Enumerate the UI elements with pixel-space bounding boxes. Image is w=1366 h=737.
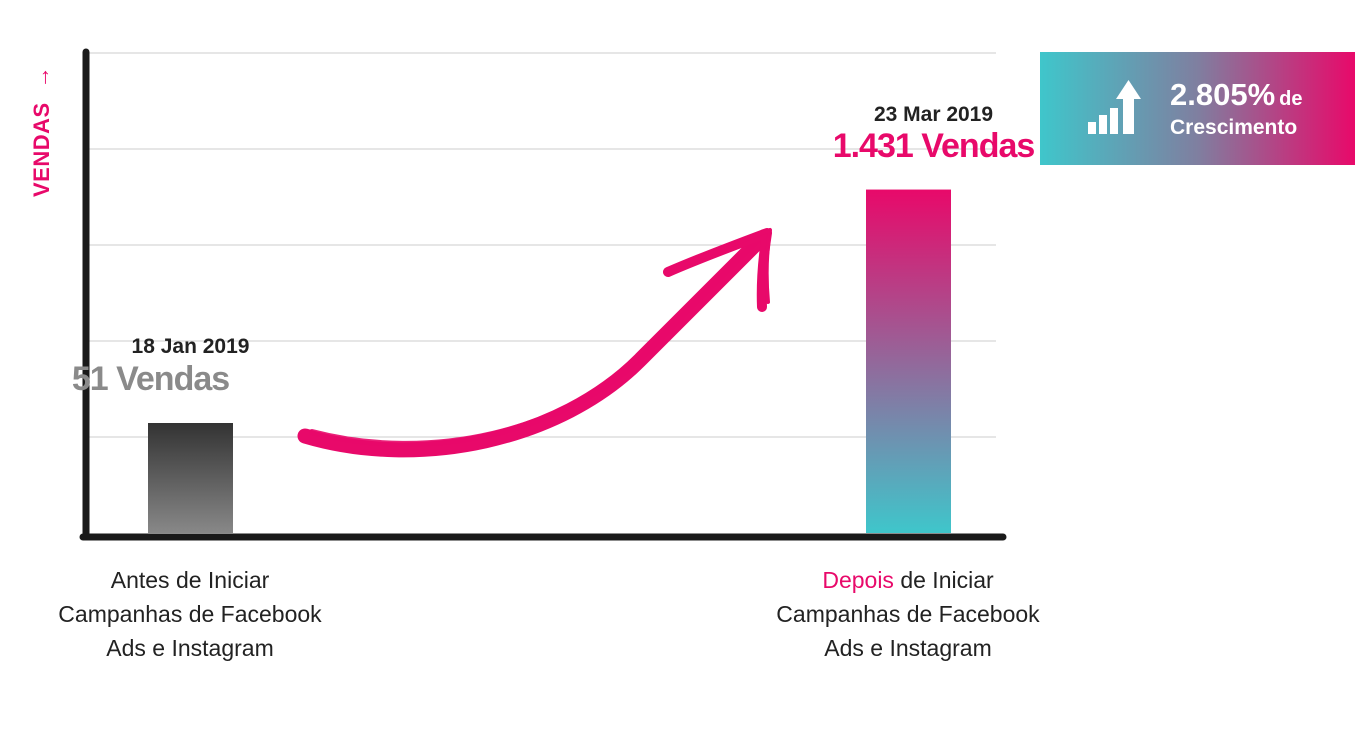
caption-before-line: Campanhas de Facebook	[58, 601, 322, 627]
gridlines	[88, 52, 996, 438]
bar-chart-up-arrow-icon	[1088, 80, 1141, 134]
caption-after-line: Ads e Instagram	[824, 635, 992, 661]
bar-before-date: 18 Jan 2019	[131, 335, 250, 358]
bar-after	[866, 189, 951, 533]
bar-after-date: 23 Mar 2019	[873, 102, 994, 126]
caption-before-line: Ads e Instagram	[106, 635, 274, 661]
caption-before: Antes de Iniciar Campanhas de Facebook A…	[10, 563, 370, 665]
caption-after-line: Campanhas de Facebook	[776, 601, 1040, 627]
bar-after-value-label: 1.431 Vendas	[832, 126, 1036, 165]
caption-after: Depois de Iniciar Campanhas de Facebook …	[728, 563, 1088, 665]
caption-after-highlight: Depois	[822, 567, 894, 593]
growth-arrow	[297, 228, 772, 458]
caption-after-line: Depois de Iniciar	[822, 567, 994, 593]
caption-before-line: Antes de Iniciar	[110, 567, 270, 593]
growth-percent: 2.805% de	[1170, 77, 1303, 112]
growth-label: Crescimento	[1170, 116, 1298, 139]
growth-connector: de	[1279, 88, 1303, 110]
bar-before-value-label: 51 Vendas	[71, 360, 230, 398]
bar-before	[148, 423, 233, 533]
growth-badge: 2.805% de Crescimento	[1040, 52, 1355, 165]
